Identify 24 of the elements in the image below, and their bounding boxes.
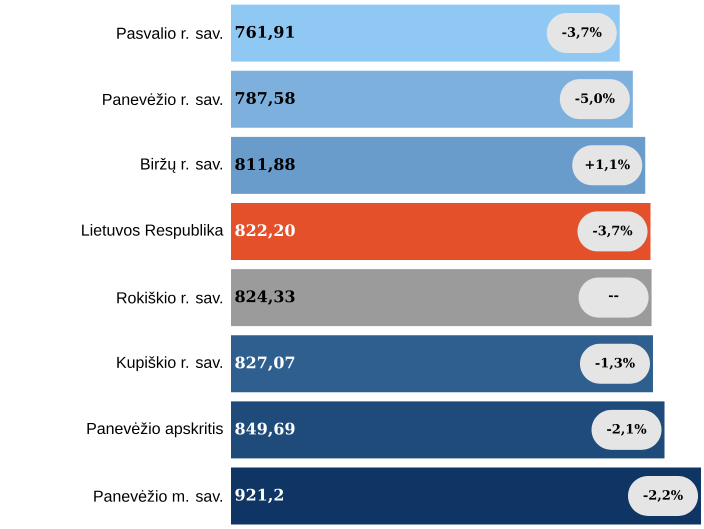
data-label: 849,69 [235, 422, 295, 438]
y-tick-label: Lietuvos Respublika [82, 224, 224, 239]
annotation: -2,1% [607, 424, 646, 436]
y-tick-label: Rokiškio r. sav. [117, 292, 222, 304]
data-label: 761,91 [236, 26, 294, 40]
y-tick-label: Pasvalio r. sav. [117, 27, 222, 39]
y-tick-label: Biržų r. sav. [141, 158, 222, 173]
data-label: 822,20 [235, 224, 295, 239]
data-label: 824,33 [235, 290, 295, 305]
annotation: -- [608, 295, 618, 298]
y-tick-label: Panevėžio apskritis [87, 422, 223, 438]
annotation: +1,1% [586, 159, 630, 172]
annotation: -5,0% [575, 93, 615, 106]
y-tick-label: Kupiškio r. sav. [117, 356, 222, 372]
annotation: -2,2% [644, 490, 683, 502]
data-label: 811,88 [235, 158, 295, 173]
data-label: 787,58 [236, 92, 295, 106]
annotation: -3,7% [562, 27, 602, 39]
y-tick-label: Panevėžio r. sav. [103, 93, 222, 106]
y-tick-label: Panevėžio m. sav. [94, 490, 222, 502]
annotation: -3,7% [593, 226, 632, 238]
annotation: -1,3% [596, 358, 635, 370]
data-label: 921,2 [235, 488, 284, 504]
data-label: 827,07 [235, 356, 294, 371]
